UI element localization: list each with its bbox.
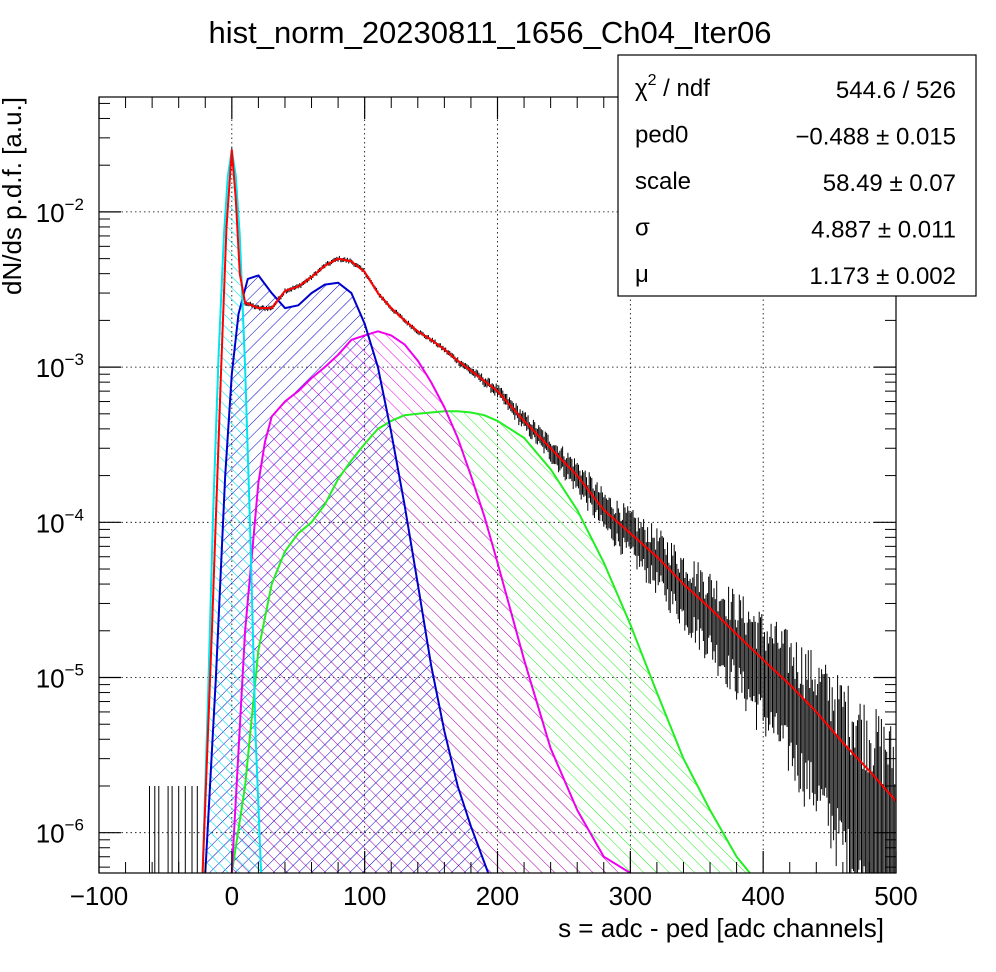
stats-param-name: ped0	[635, 122, 688, 149]
stats-param-value: 544.6 / 526	[836, 77, 956, 104]
fit-curves	[201, 149, 896, 873]
y-tick-label: 10−3	[36, 350, 84, 383]
stats-param-value: 4.887 ± 0.011	[811, 217, 956, 244]
stats-param-name: σ	[635, 215, 650, 242]
y-tick-label: 10−5	[36, 661, 84, 694]
x-tick-label: 0	[225, 881, 239, 911]
stats-row: ped0 −0.488 ± 0.015	[635, 122, 956, 151]
second-component-curve	[230, 330, 631, 873]
x-tick-labels: −100 0 100 200 300 400 500	[70, 881, 918, 911]
stats-param-name: scale	[635, 168, 691, 195]
stats-param-value: 1.173 ± 0.002	[809, 263, 956, 290]
x-tick-label: 200	[476, 881, 519, 911]
stats-row: χ2 / ndf 544.6 / 526	[635, 72, 956, 104]
x-tick-label: −100	[70, 881, 129, 911]
pedestal-component-fill	[202, 150, 262, 873]
y-tick-label: 10−4	[36, 505, 84, 538]
y-tick-labels: 10−2 10−3 10−4 10−5 10−6	[36, 195, 84, 849]
stats-row: μ 1.173 ± 0.002	[635, 261, 956, 290]
axis-ticks	[98, 97, 897, 873]
y-axis-label: dN/ds p.d.f. [a.u.]	[0, 97, 27, 295]
first-component-fill	[205, 275, 489, 873]
y-tick-label: 10−2	[36, 195, 84, 228]
stats-row: σ 4.887 ± 0.011	[635, 215, 956, 244]
x-axis-label: s = adc - ped [adc channels]	[558, 913, 884, 943]
x-tick-label: 300	[609, 881, 652, 911]
stats-row: scale 58.49 ± 0.07	[635, 168, 956, 197]
component-fills	[202, 150, 750, 873]
first-component-curve	[204, 274, 490, 873]
third-component-curve	[230, 410, 751, 873]
x-tick-label: 500	[874, 881, 917, 911]
stats-param-value: −0.488 ± 0.015	[795, 124, 956, 151]
stats-param-name: μ	[635, 261, 649, 288]
chart-title: hist_norm_20230811_1656_Ch04_Iter06	[208, 15, 771, 50]
total-fit-curve	[201, 149, 896, 873]
stats-param-value: 58.49 ± 0.07	[823, 170, 956, 197]
x-tick-label: 400	[741, 881, 784, 911]
y-tick-label: 10−6	[36, 816, 84, 849]
x-tick-label: 100	[343, 881, 386, 911]
stats-param-name: χ2 / ndf	[635, 72, 710, 102]
stats-box: χ2 / ndf 544.6 / 526 ped0 −0.488 ± 0.015 sca…	[617, 54, 977, 297]
